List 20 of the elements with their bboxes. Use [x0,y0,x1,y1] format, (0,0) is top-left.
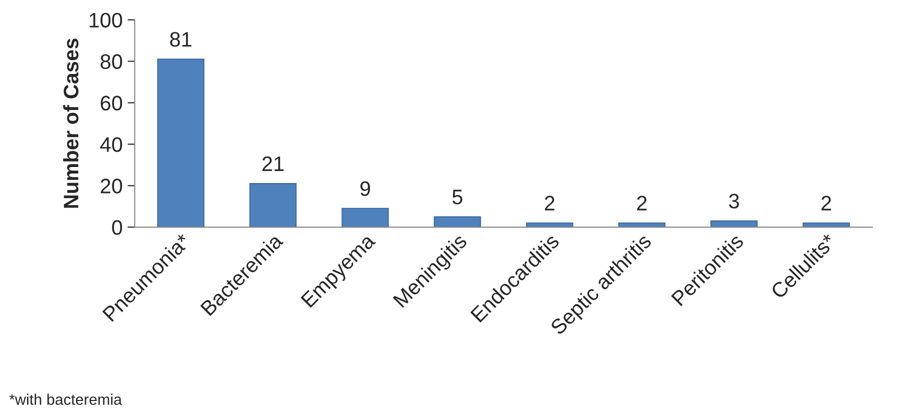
bar [434,216,482,228]
y-tick-label: 80 [100,54,122,70]
data-label: 2 [637,196,647,210]
y-tick-label: 60 [100,96,122,111]
data-label: 2 [544,196,554,210]
text: *with bacteremia [9,394,122,405]
bar [342,208,389,228]
y-tick-label: 100 [90,12,122,28]
data-label: 9 [360,181,370,196]
data-label: 3 [729,194,739,208]
data-label: 81 [170,32,192,47]
y-tick-label: 40 [100,137,122,152]
y-axis-title: Number of Cases [63,38,78,208]
bar [249,183,297,228]
data-label: 2 [822,196,832,210]
y-tick-label: 0 [112,220,122,235]
data-label: 21 [262,156,284,171]
bar [157,58,204,228]
y-tick-label: 20 [100,178,122,194]
data-label: 5 [452,190,462,204]
